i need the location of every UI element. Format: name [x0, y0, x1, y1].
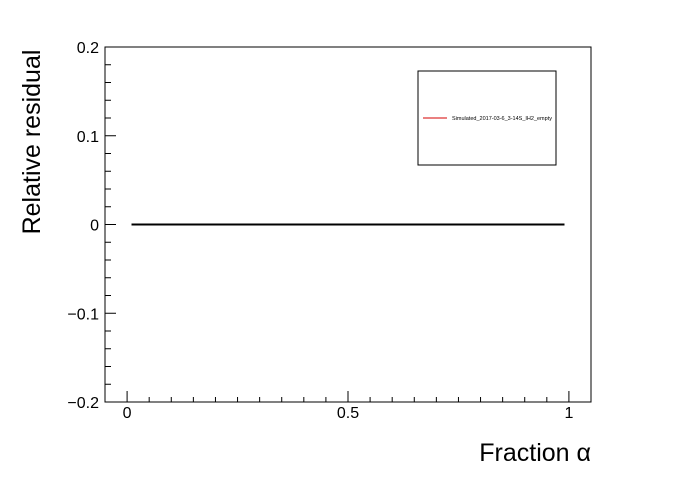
legend: Simulated_2017-03-6_3-14S_IH2_empty	[417, 70, 557, 166]
y-tick-label: 0.2	[77, 40, 99, 57]
legend-label: Simulated_2017-03-6_3-14S_IH2_empty	[452, 116, 552, 122]
y-axis: −0.2 −0.1 0 0.1 0.2	[67, 40, 116, 412]
y-tick-label: −0.2	[67, 395, 99, 412]
x-axis: 0 0.5 1	[123, 391, 573, 422]
y-tick-label: 0.1	[77, 129, 99, 146]
x-tick-label: 0	[123, 405, 132, 422]
y-tick-label: −0.1	[67, 306, 99, 323]
y-axis-label: Relative residual	[18, 50, 46, 235]
x-tick-label: 0.5	[337, 405, 359, 422]
y-tick-label: 0	[90, 218, 99, 235]
x-axis-label: Fraction α	[479, 439, 591, 467]
x-tick-label: 1	[564, 405, 573, 422]
